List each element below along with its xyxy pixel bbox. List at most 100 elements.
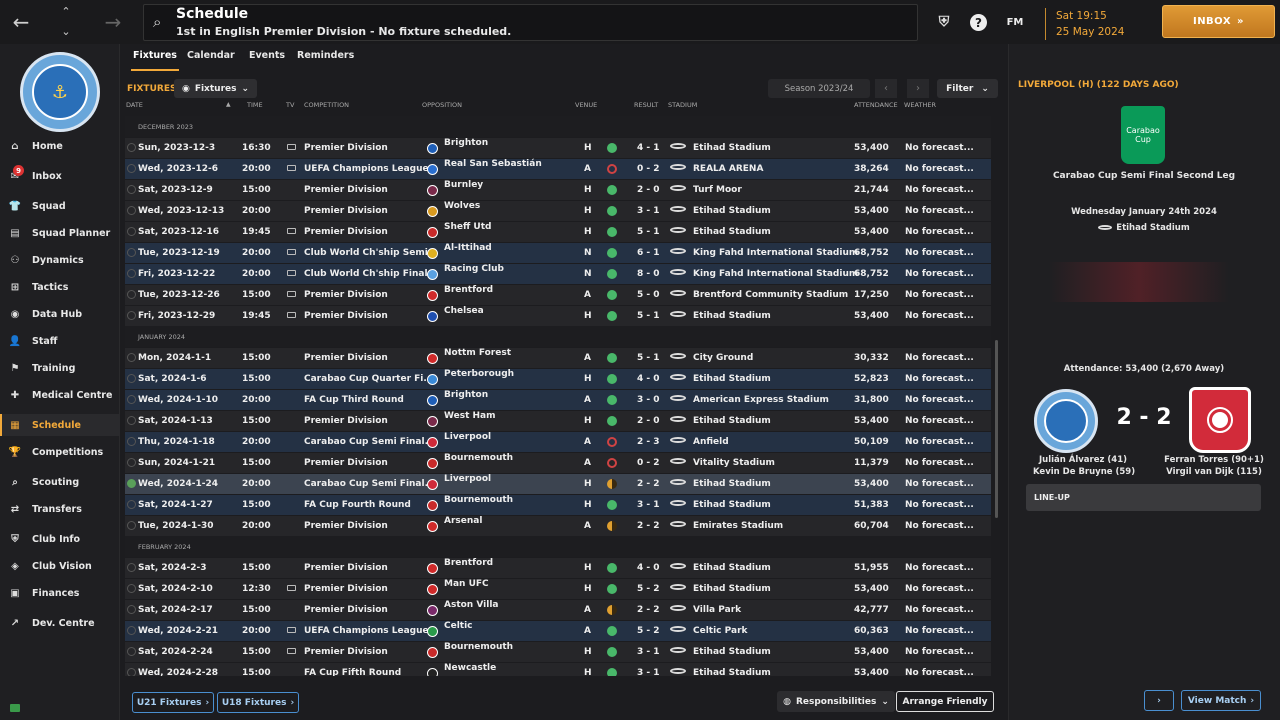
row-select-checkbox[interactable]: [127, 374, 136, 383]
sidebar-item-transfers[interactable]: ⇄ Transfers: [0, 498, 120, 520]
fixture-competition[interactable]: Club World Ch'ship Final: [304, 269, 428, 279]
table-scrollbar[interactable]: [995, 340, 998, 518]
fixture-opposition[interactable]: Racing Club: [444, 264, 504, 274]
row-select-checkbox[interactable]: [127, 521, 136, 530]
fixture-row[interactable]: Thu, 2024-1-18 20:00 Carabao Cup Semi Fina…: [125, 431, 991, 452]
fixture-row[interactable]: Sat, 2024-2-17 15:00 Premier Division Aston…: [125, 599, 991, 620]
chevron-down-icon[interactable]: ⌄: [61, 24, 71, 38]
next-season-button[interactable]: ›: [907, 79, 929, 98]
fixture-row[interactable]: Sun, 2023-12-3 16:30 Premier Division Brigh…: [125, 137, 991, 158]
club-crest-icon[interactable]: ⛨: [938, 14, 950, 30]
row-select-checkbox[interactable]: [127, 668, 136, 676]
sidebar-item-club-info[interactable]: ⛨ Club Info: [0, 528, 120, 550]
fixture-row[interactable]: Sat, 2023-12-9 15:00 Premier Division Burnl…: [125, 179, 991, 200]
fixture-opposition[interactable]: Arsenal: [444, 516, 483, 526]
fixture-opposition[interactable]: Liverpool: [444, 432, 492, 442]
arrange-friendly-button[interactable]: Arrange Friendly: [896, 691, 994, 712]
fixture-competition[interactable]: FA Cup Fifth Round: [304, 668, 402, 676]
fixture-opposition[interactable]: Chelsea: [444, 306, 484, 316]
filter-button[interactable]: Filter ⌄: [937, 79, 998, 98]
sidebar-item-data-hub[interactable]: ◉ Data Hub: [0, 303, 120, 325]
fixture-opposition[interactable]: Celtic: [444, 621, 473, 631]
inbox-continue-button[interactable]: INBOX »: [1162, 5, 1275, 38]
fixture-competition[interactable]: Premier Division: [304, 290, 388, 300]
forward-arrow-icon[interactable]: →: [104, 10, 122, 34]
fixture-competition[interactable]: UEFA Champions League: [304, 164, 429, 174]
tab-calendar[interactable]: Calendar: [187, 50, 235, 61]
fixture-competition[interactable]: FA Cup Fourth Round: [304, 500, 411, 510]
fixture-result[interactable]: 3 - 1: [637, 206, 660, 216]
row-select-checkbox[interactable]: [127, 458, 136, 467]
fixture-competition[interactable]: Premier Division: [304, 206, 388, 216]
fixture-opposition[interactable]: Brentford: [444, 285, 494, 295]
fixture-result[interactable]: 8 - 0: [637, 269, 660, 279]
sidebar-item-staff[interactable]: 👤 Staff: [0, 330, 120, 352]
fixture-row[interactable]: Sat, 2024-1-6 15:00 Carabao Cup Quarter Fi…: [125, 368, 991, 389]
fixture-opposition[interactable]: Peterborough: [444, 369, 515, 379]
col-competition[interactable]: COMPETITION: [304, 101, 350, 109]
u21-fixtures-button[interactable]: U21 Fixtures ›: [132, 692, 214, 713]
fixture-row[interactable]: Mon, 2024-1-1 15:00 Premier Division Nottm …: [125, 347, 991, 368]
season-selector[interactable]: Season 2023/24: [768, 79, 870, 98]
fixture-competition[interactable]: Premier Division: [304, 416, 388, 426]
sidebar-item-scouting[interactable]: ⌕ Scouting: [0, 471, 120, 493]
chevron-up-icon[interactable]: ⌃: [61, 4, 71, 18]
fixture-opposition[interactable]: Bournemouth: [444, 642, 514, 652]
fixture-opposition[interactable]: Man UFC: [444, 579, 489, 589]
fixture-opposition[interactable]: Sheff Utd: [444, 222, 492, 232]
fixture-row[interactable]: Fri, 2023-12-29 19:45 Premier Division Chel…: [125, 305, 991, 326]
fixture-result[interactable]: 2 - 2: [637, 521, 660, 531]
sidebar-item-squad[interactable]: 👕 Squad: [0, 195, 120, 217]
fixture-result[interactable]: 4 - 1: [637, 143, 660, 153]
search-box[interactable]: ⌕ Schedule 1st in English Premier Divisi…: [143, 4, 918, 41]
fixture-row[interactable]: Wed, 2024-2-21 20:00 UEFA Champions League…: [125, 620, 991, 641]
fixture-result[interactable]: 5 - 1: [637, 353, 660, 363]
fixture-row[interactable]: Wed, 2024-2-28 15:00 FA Cup Fifth Round New…: [125, 662, 991, 676]
fixture-opposition[interactable]: Real San Sebastián: [444, 159, 542, 169]
sidebar-item-home[interactable]: ⌂ Home: [0, 135, 120, 157]
lineup-section[interactable]: LINE-UP: [1026, 484, 1261, 511]
fixture-result[interactable]: 5 - 2: [637, 626, 660, 636]
u18-fixtures-button[interactable]: U18 Fixtures ›: [217, 692, 299, 713]
fixture-row[interactable]: Sat, 2024-1-27 15:00 FA Cup Fourth Round Bo…: [125, 494, 991, 515]
sidebar-item-schedule[interactable]: ▦ Schedule: [0, 414, 120, 436]
sidebar-item-medical-centre[interactable]: ✚ Medical Centre: [0, 384, 120, 406]
col-time[interactable]: TIME: [247, 101, 263, 109]
fixture-result[interactable]: 3 - 1: [637, 647, 660, 657]
sidebar-item-dynamics[interactable]: ⚇ Dynamics: [0, 249, 120, 271]
fixture-result[interactable]: 4 - 0: [637, 374, 660, 384]
fixture-result[interactable]: 2 - 2: [637, 479, 660, 489]
fixture-opposition[interactable]: Wolves: [444, 201, 481, 211]
fixture-result[interactable]: 3 - 1: [637, 668, 660, 676]
fixture-row[interactable]: Fri, 2023-12-22 20:00 Club World Ch'ship F…: [125, 263, 991, 284]
fm-menu-button[interactable]: FM: [1006, 16, 1024, 28]
fixture-result[interactable]: 5 - 2: [637, 584, 660, 594]
col-stadium[interactable]: STADIUM: [668, 101, 698, 109]
sidebar-item-squad-planner[interactable]: ▤ Squad Planner: [0, 222, 120, 244]
fixture-competition[interactable]: Premier Division: [304, 605, 388, 615]
fixture-result[interactable]: 3 - 1: [637, 500, 660, 510]
col-opposition[interactable]: OPPOSITION: [422, 101, 462, 109]
fixture-result[interactable]: 2 - 3: [637, 437, 660, 447]
fixture-opposition[interactable]: Bournemouth: [444, 453, 514, 463]
fixture-row[interactable]: Wed, 2024-1-24 20:00 Carabao Cup Semi Fina…: [125, 473, 991, 494]
fixture-result[interactable]: 5 - 1: [637, 227, 660, 237]
row-select-checkbox[interactable]: [127, 353, 136, 362]
fixture-result[interactable]: 2 - 0: [637, 185, 660, 195]
fixture-competition[interactable]: Premier Division: [304, 458, 388, 468]
fixture-opposition[interactable]: Newcastle: [444, 663, 497, 673]
back-arrow-icon[interactable]: ←: [12, 10, 30, 34]
fixture-row[interactable]: Sat, 2024-2-3 15:00 Premier Division Brentf…: [125, 557, 991, 578]
fixture-opposition[interactable]: Nottm Forest: [444, 348, 511, 358]
fixture-opposition[interactable]: West Ham: [444, 411, 496, 421]
sidebar-item-tactics[interactable]: ⊞ Tactics: [0, 276, 120, 298]
fixture-result[interactable]: 2 - 0: [637, 416, 660, 426]
tab-events[interactable]: Events: [249, 50, 286, 61]
fixture-result[interactable]: 0 - 2: [637, 458, 660, 468]
fixture-result[interactable]: 6 - 1: [637, 248, 660, 258]
fixture-opposition[interactable]: Liverpool: [444, 474, 492, 484]
row-select-checkbox[interactable]: [127, 395, 136, 404]
row-select-checkbox[interactable]: [127, 416, 136, 425]
col-result[interactable]: RESULT: [634, 101, 659, 109]
col-venue[interactable]: VENUE: [575, 101, 598, 109]
